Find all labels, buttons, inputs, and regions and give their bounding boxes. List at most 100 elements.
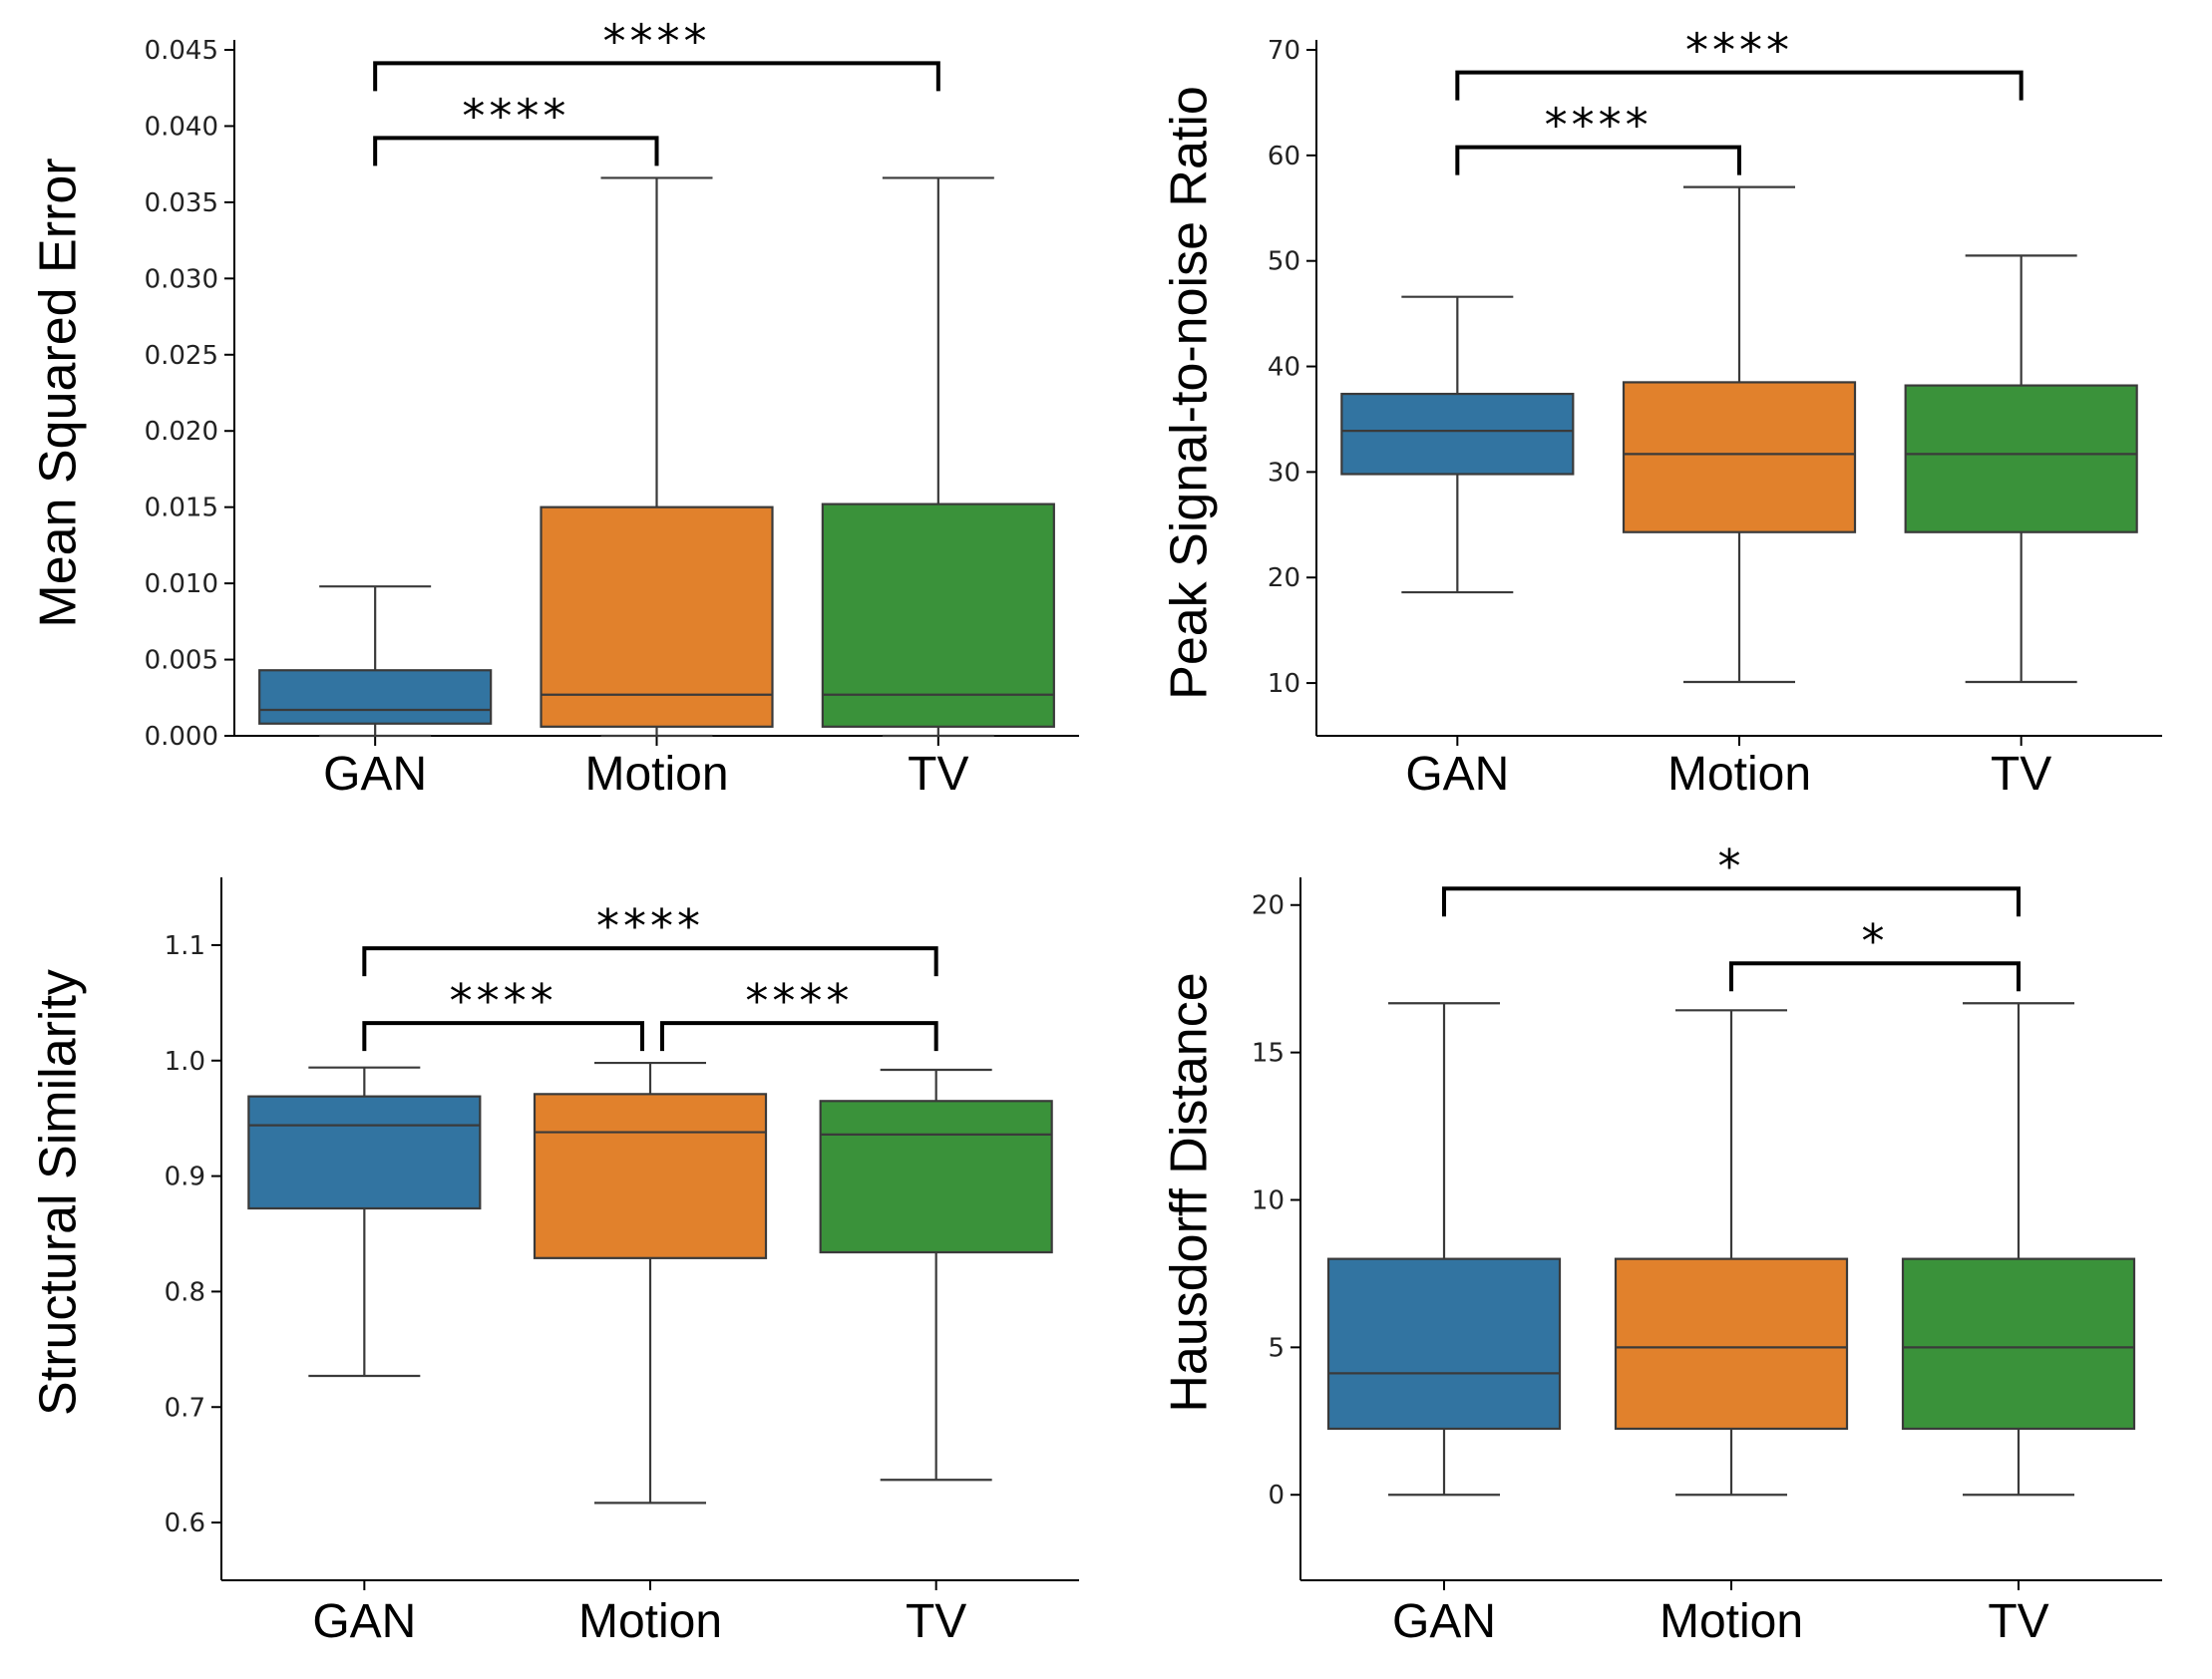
- iqr-box: [533, 1093, 768, 1259]
- bracket-line: [373, 136, 659, 167]
- significance-bracket: *: [1729, 914, 2021, 992]
- box-tv: [1904, 254, 2138, 684]
- x-category-label: Motion: [578, 1595, 722, 1648]
- x-category-label: TV: [908, 748, 968, 801]
- box-tv: [819, 1068, 1053, 1482]
- y-tick-label: 0.020: [145, 417, 218, 447]
- y-tick-label: 1.0: [165, 1047, 205, 1077]
- x-category-label: TV: [906, 1595, 966, 1648]
- chart-panel-3: 0.6 0.7 0.8 0.9 1.0 1.1 Structural Similarity G…: [30, 877, 1079, 1648]
- iqr-box: [1901, 1257, 2136, 1431]
- significance-label: ****: [745, 974, 853, 1028]
- bracket-line: [1455, 145, 1741, 175]
- y-tick-label: 0.005: [145, 646, 218, 676]
- y-tick-label: 0.040: [145, 112, 218, 142]
- chart-panel-4: 0 5 10 15 20 Hausdorff Distance GAN Motion TV * *: [1161, 840, 2162, 1648]
- box-motion: [533, 1061, 768, 1505]
- y-tick-label: 0.045: [145, 36, 218, 66]
- x-category-label: Motion: [1667, 748, 1811, 801]
- iqr-box: [1326, 1257, 1562, 1431]
- significance-label: ****: [1545, 99, 1653, 153]
- significance-bracket: ****: [362, 974, 644, 1052]
- box-gan: [1326, 1002, 1562, 1497]
- y-tick-label: 50: [1268, 247, 1300, 277]
- significance-label: ****: [450, 974, 557, 1028]
- y-tick-label: 0.010: [145, 569, 218, 599]
- x-category-label: GAN: [1392, 1595, 1496, 1648]
- y-tick-label: 0: [1268, 1481, 1285, 1511]
- significance-label: ****: [1685, 24, 1793, 78]
- iqr-box: [1622, 381, 1857, 533]
- y-tick-label: 0.015: [145, 494, 218, 523]
- box-motion: [1614, 1009, 1849, 1497]
- significance-label: *: [1862, 914, 1889, 968]
- iqr-box: [247, 1095, 482, 1210]
- bracket-line: [1455, 70, 2024, 101]
- significance-bracket: ****: [373, 89, 659, 167]
- y-tick-label: 60: [1268, 142, 1300, 171]
- significance-label: ****: [462, 89, 569, 143]
- y-tick-label: 40: [1268, 353, 1300, 383]
- bracket-line: [362, 1021, 644, 1052]
- box-tv: [821, 176, 1055, 738]
- y-tick-label: 20: [1252, 891, 1285, 921]
- box-tv: [1901, 1002, 2136, 1497]
- y-tick-label: 10: [1268, 669, 1300, 699]
- significance-bracket: ****: [1455, 99, 1741, 175]
- y-tick-label: 0.030: [145, 264, 218, 294]
- box-gan: [247, 1066, 482, 1378]
- y-tick-label: 1.1: [165, 931, 205, 961]
- x-category-label: TV: [1991, 748, 2051, 801]
- box-motion: [540, 176, 774, 738]
- bracket-line: [1729, 961, 2021, 992]
- x-category-label: GAN: [323, 748, 427, 801]
- y-tick-label: 0.9: [165, 1163, 205, 1192]
- bracket-line: [660, 1021, 938, 1052]
- y-tick-label: 0.7: [165, 1393, 205, 1423]
- iqr-box: [540, 505, 774, 728]
- x-category-label: GAN: [1405, 748, 1509, 801]
- iqr-box: [821, 503, 1055, 728]
- y-axis-title: Hausdorff Distance: [1161, 972, 1219, 1412]
- y-tick-label: 0.035: [145, 188, 218, 218]
- box-motion: [1622, 185, 1857, 684]
- y-tick-label: 0.8: [165, 1277, 205, 1307]
- box-gan: [1340, 295, 1575, 594]
- y-tick-label: 5: [1268, 1333, 1285, 1363]
- y-tick-label: 0.6: [165, 1509, 205, 1538]
- bracket-line: [373, 61, 940, 92]
- y-tick-label: 15: [1252, 1039, 1285, 1069]
- y-tick-label: 30: [1268, 458, 1300, 488]
- significance-bracket: ****: [362, 899, 938, 977]
- x-category-label: TV: [1988, 1595, 2048, 1648]
- y-tick-label: 20: [1268, 563, 1300, 593]
- significance-label: ****: [603, 14, 711, 68]
- significance-bracket: ****: [660, 974, 938, 1052]
- bracket-line: [1442, 886, 2021, 917]
- chart-panel-2: 10 20 30 40 50 60 70 Peak Signal-to-noise Ratio…: [1161, 24, 2162, 801]
- x-category-label: GAN: [312, 1595, 416, 1648]
- iqr-box: [1904, 384, 2138, 533]
- y-axis-title: Peak Signal-to-noise Ratio: [1161, 86, 1219, 700]
- iqr-box: [819, 1100, 1053, 1254]
- box-gan: [258, 585, 493, 738]
- y-axis-title: Structural Similarity: [30, 969, 88, 1416]
- bracket-line: [362, 946, 938, 977]
- iqr-box: [258, 669, 493, 725]
- x-category-label: Motion: [584, 748, 728, 801]
- chart-panel-1: 0.000 0.005 0.010 0.015 0.020 0.025 0.030 0.035…: [30, 14, 1079, 801]
- y-tick-label: 0.025: [145, 341, 218, 371]
- iqr-box: [1614, 1257, 1849, 1431]
- significance-bracket: *: [1442, 840, 2021, 917]
- y-tick-label: 10: [1252, 1185, 1285, 1215]
- y-axis-title: Mean Squared Error: [30, 158, 88, 627]
- significance-bracket: ****: [1455, 24, 2024, 101]
- y-tick-label: 70: [1268, 36, 1300, 66]
- significance-label: ****: [596, 899, 704, 953]
- significance-bracket: ****: [373, 14, 940, 92]
- x-category-label: Motion: [1659, 1595, 1803, 1648]
- iqr-box: [1340, 392, 1575, 476]
- y-tick-label: 0.000: [145, 722, 218, 752]
- significance-label: *: [1718, 840, 1745, 893]
